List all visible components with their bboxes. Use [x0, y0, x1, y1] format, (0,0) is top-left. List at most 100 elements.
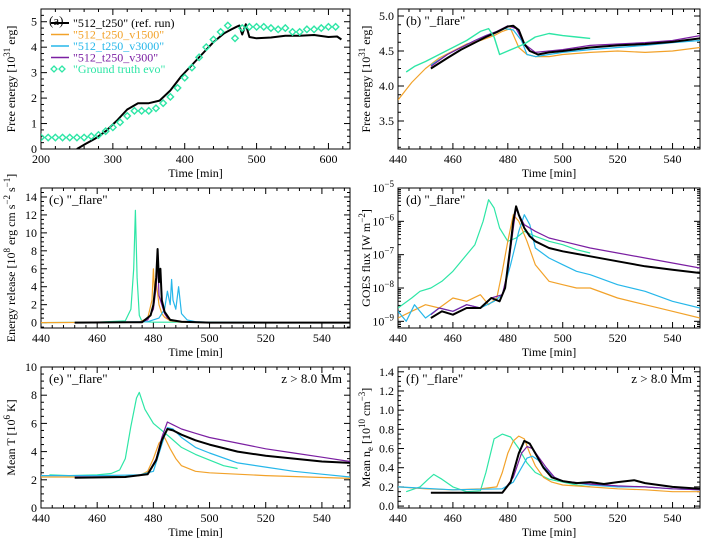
series-line-v1500: [398, 435, 700, 493]
data-point-evo: [151, 104, 161, 113]
y-tick-label: 10: [25, 360, 37, 374]
panel-label: (e) "_flare": [49, 371, 108, 386]
y-tick-label: 1.2: [379, 384, 394, 398]
y-tick-label: 10−7: [372, 246, 394, 262]
y-tick-label: 4.5: [379, 44, 394, 58]
y-axis-title: GOES flux [W m−2​]: [357, 209, 373, 307]
series-line-ref: [76, 23, 342, 149]
series-line-v1500: [398, 28, 700, 101]
data-point-evo: [94, 130, 103, 140]
x-tick-label: 480: [144, 511, 162, 525]
series-group: [41, 21, 342, 149]
y-tick-label: 10−9: [372, 312, 394, 328]
x-tick-label: 540: [313, 511, 331, 525]
y-tick-label: 2: [31, 91, 37, 105]
x-tick-label: 520: [257, 511, 275, 525]
data-point-evo: [252, 22, 261, 32]
series-line-v1500: [41, 268, 350, 324]
data-point-evo: [266, 23, 276, 33]
x-tick-label: 480: [499, 152, 517, 166]
x-tick-label: 460: [444, 511, 462, 525]
data-point-evo: [180, 73, 189, 82]
x-tick-label: 460: [88, 331, 106, 345]
legend-label: "512_t250_v300": [73, 51, 158, 65]
data-point-evo: [101, 126, 110, 136]
y-tick-label: 5.0: [379, 9, 394, 23]
y-tick-label: 8: [31, 244, 37, 258]
data-point-evo: [65, 133, 74, 142]
data-point-evo: [166, 92, 175, 102]
series-group: [398, 199, 700, 322]
data-point-evo: [209, 35, 218, 44]
data-point-evo: [273, 25, 283, 34]
y-tick-label: 1.0: [379, 403, 394, 417]
x-tick-label: 520: [609, 152, 627, 166]
y-tick-label: 5: [31, 15, 37, 29]
series-group: [41, 391, 350, 479]
data-point-evo: [238, 23, 247, 33]
y-tick-label: 10−6: [372, 212, 394, 228]
y-tick-label: 4: [31, 445, 37, 459]
series-line-v300: [74, 254, 350, 324]
data-point-evo: [216, 27, 225, 37]
y-axis-title: Free energy [1031​ erg]: [2, 26, 18, 133]
x-tick-label: 520: [257, 331, 275, 345]
data-point-evo: [87, 132, 96, 141]
x-tick-label: 300: [104, 152, 122, 166]
data-point-evo: [43, 133, 53, 142]
y-tick-label: 0.0: [379, 499, 394, 513]
x-tick-label: 540: [664, 511, 682, 525]
data-point-evo: [317, 23, 326, 33]
panel-label: (f) "_flare": [406, 371, 463, 386]
series-line-evo: [405, 27, 591, 73]
legend-label: "512_t250_v1500": [73, 28, 164, 42]
data-point-evo: [123, 111, 132, 121]
legend-marker-evo: [50, 65, 58, 73]
x-tick-label: 440: [389, 152, 407, 166]
data-point-evo: [194, 53, 204, 62]
y-tick-label: 8: [31, 388, 37, 402]
x-tick-label: 480: [499, 331, 517, 345]
data-point-evo: [51, 133, 60, 142]
data-point-evo: [158, 98, 168, 108]
y-tick-label: 6: [31, 262, 37, 276]
y-tick-label: 12: [25, 208, 37, 222]
y-axis-title: Mean T [106​ K]: [2, 399, 18, 475]
plot-frame: [397, 366, 701, 509]
series-group: [41, 209, 350, 324]
y-tick-label: 4: [31, 40, 37, 54]
panel-annotation: z > 8.0 Mm: [281, 371, 342, 386]
x-tick-label: 540: [664, 152, 682, 166]
y-tick-label: 1.4: [379, 365, 394, 379]
x-tick-label: 600: [319, 152, 337, 166]
y-tick-label: 0: [31, 501, 37, 515]
panel-label: (c) "_flare": [49, 192, 108, 207]
x-tick-label: 460: [88, 511, 106, 525]
legend-label: "512_t250_v3000": [73, 39, 164, 53]
data-point-evo: [281, 23, 290, 33]
y-tick-label: 1: [31, 117, 37, 131]
data-point-evo: [302, 25, 312, 34]
x-axis-title: Time [min]: [522, 525, 577, 539]
data-point-evo: [79, 133, 89, 142]
panel-3: 440 460 480 500 520 540 10−9 10−8 10−7 10−6 10−5 Ti…: [357, 179, 701, 359]
y-tick-label: 0.6: [379, 442, 394, 456]
data-point-evo: [295, 27, 304, 37]
series-line-evo: [41, 209, 238, 324]
plot-frame: [397, 8, 701, 150]
series-line-ref: [74, 428, 350, 479]
x-tick-label: 500: [554, 331, 572, 345]
series-group: [398, 433, 700, 494]
panel-0: 200 300 400 500 600 0 1 2 3 4 5 Time [min] Free ener…: [2, 8, 351, 180]
series-line-v3000: [74, 278, 350, 324]
series-line-evo: [49, 391, 238, 477]
x-axis-title: Time [min]: [522, 345, 577, 359]
series-line-v1500: [398, 214, 700, 319]
x-tick-label: 540: [313, 331, 331, 345]
series-line-ref: [74, 248, 350, 324]
data-point-evo: [187, 63, 197, 72]
y-tick-label: 0.8: [379, 422, 394, 436]
data-point-evo: [331, 22, 340, 32]
y-tick-label: 0: [31, 142, 37, 156]
